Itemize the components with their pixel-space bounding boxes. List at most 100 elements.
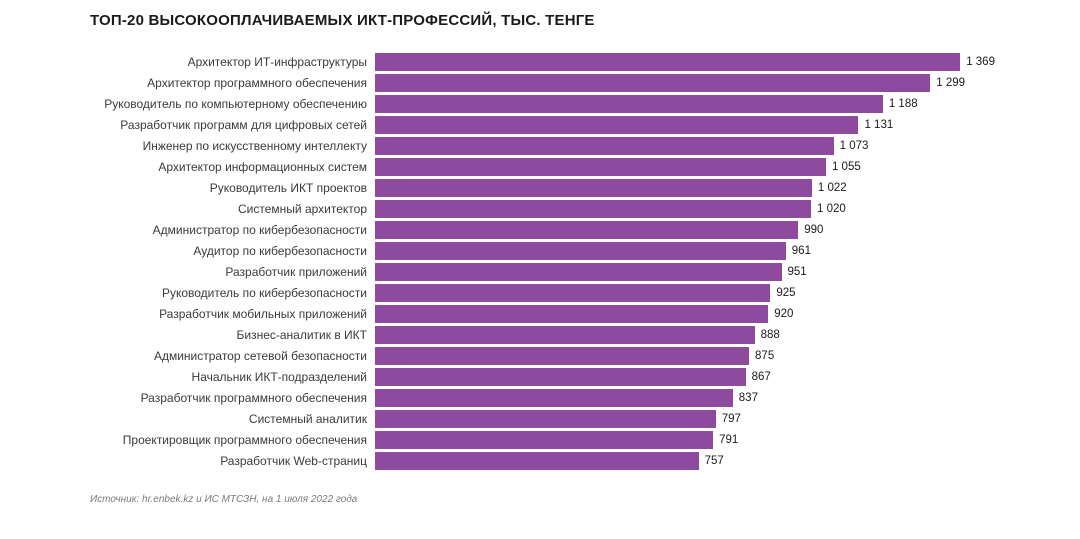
bar-rect bbox=[375, 284, 770, 302]
chart-container: ТОП-20 ВЫСОКООПЛАЧИВАЕМЫХ ИКТ-ПРОФЕССИЙ,… bbox=[0, 0, 1080, 515]
bar-rect bbox=[375, 305, 768, 323]
bar-label: Администратор сетевой безопасности bbox=[90, 349, 375, 363]
bar-row: Администратор по кибербезопасности 990 bbox=[90, 221, 1040, 239]
bar-label: Разработчик мобильных приложений bbox=[90, 307, 375, 321]
bar-value: 1 369 bbox=[960, 56, 995, 68]
bar-label: Системный архитектор bbox=[90, 202, 375, 216]
bar-plot: 797 bbox=[375, 410, 1040, 428]
bar-rect bbox=[375, 263, 782, 281]
bar-row: Разработчик мобильных приложений 920 bbox=[90, 305, 1040, 323]
bar-value: 797 bbox=[716, 413, 741, 425]
bar-label: Разработчик программного обеспечения bbox=[90, 391, 375, 405]
bar-value: 951 bbox=[782, 266, 807, 278]
bar-rect bbox=[375, 326, 755, 344]
bar-rect bbox=[375, 368, 746, 386]
bar-value: 888 bbox=[755, 329, 780, 341]
bar-value: 920 bbox=[768, 308, 793, 320]
bar-value: 837 bbox=[733, 392, 758, 404]
bar-plot: 1 055 bbox=[375, 158, 1040, 176]
bar-label: Проектировщик программного обеспечения bbox=[90, 433, 375, 447]
bar-label: Архитектор программного обеспечения bbox=[90, 76, 375, 90]
bar-rect bbox=[375, 410, 716, 428]
bar-row: Архитектор информационных систем 1 055 bbox=[90, 158, 1040, 176]
bar-row: Проектировщик программного обеспечения 79… bbox=[90, 431, 1040, 449]
bar-rect bbox=[375, 95, 883, 113]
bar-value: 1 073 bbox=[834, 140, 869, 152]
bar-label: Администратор по кибербезопасности bbox=[90, 223, 375, 237]
bar-plot: 867 bbox=[375, 368, 1040, 386]
bar-rect bbox=[375, 179, 812, 197]
bar-label: Начальник ИКТ-подразделений bbox=[90, 370, 375, 384]
bar-value: 961 bbox=[786, 245, 811, 257]
bar-rect bbox=[375, 74, 930, 92]
bar-rect bbox=[375, 158, 826, 176]
bar-plot: 837 bbox=[375, 389, 1040, 407]
bar-value: 1 055 bbox=[826, 161, 861, 173]
bar-plot: 757 bbox=[375, 452, 1040, 470]
bar-row: Аудитор по кибербезопасности 961 bbox=[90, 242, 1040, 260]
bar-label: Аудитор по кибербезопасности bbox=[90, 244, 375, 258]
bar-row: Начальник ИКТ-подразделений 867 bbox=[90, 368, 1040, 386]
bar-plot: 1 131 bbox=[375, 116, 1040, 134]
bar-label: Руководитель ИКТ проектов bbox=[90, 181, 375, 195]
bar-rect bbox=[375, 431, 713, 449]
bar-label: Разработчик Web-страниц bbox=[90, 454, 375, 468]
bar-value: 867 bbox=[746, 371, 771, 383]
bar-label: Архитектор информационных систем bbox=[90, 160, 375, 174]
bar-plot: 888 bbox=[375, 326, 1040, 344]
bar-label: Руководитель по кибербезопасности bbox=[90, 286, 375, 300]
bar-value: 1 022 bbox=[812, 182, 847, 194]
bar-rect bbox=[375, 53, 960, 71]
bar-value: 1 131 bbox=[858, 119, 893, 131]
bar-row: Разработчик программного обеспечения 837 bbox=[90, 389, 1040, 407]
bar-value: 875 bbox=[749, 350, 774, 362]
bar-plot: 990 bbox=[375, 221, 1040, 239]
bar-row: Разработчик программ для цифровых сетей 1… bbox=[90, 116, 1040, 134]
bar-rect bbox=[375, 200, 811, 218]
bar-value: 791 bbox=[713, 434, 738, 446]
bar-row: Руководитель ИКТ проектов 1 022 bbox=[90, 179, 1040, 197]
bar-rect bbox=[375, 116, 858, 134]
bar-plot: 920 bbox=[375, 305, 1040, 323]
bar-value: 1 299 bbox=[930, 77, 965, 89]
bar-label: Бизнес-аналитик в ИКТ bbox=[90, 328, 375, 342]
bar-label: Руководитель по компьютерному обеспечени… bbox=[90, 97, 375, 111]
bar-rect bbox=[375, 242, 786, 260]
bar-plot: 925 bbox=[375, 284, 1040, 302]
bar-row: Бизнес-аналитик в ИКТ 888 bbox=[90, 326, 1040, 344]
bar-rect bbox=[375, 137, 834, 155]
chart-source: Источник: hr.enbek.kz и ИС МТСЗН, на 1 и… bbox=[90, 494, 1040, 505]
bar-label: Инженер по искусственному интеллекту bbox=[90, 139, 375, 153]
bar-rect bbox=[375, 452, 699, 470]
bar-row: Администратор сетевой безопасности 875 bbox=[90, 347, 1040, 365]
bar-plot: 1 073 bbox=[375, 137, 1040, 155]
bar-plot: 951 bbox=[375, 263, 1040, 281]
bar-plot: 961 bbox=[375, 242, 1040, 260]
bar-row: Архитектор ИТ-инфраструктуры 1 369 bbox=[90, 53, 1040, 71]
bar-value: 1 020 bbox=[811, 203, 846, 215]
bar-row: Системный аналитик 797 bbox=[90, 410, 1040, 428]
chart-title: ТОП-20 ВЫСОКООПЛАЧИВАЕМЫХ ИКТ-ПРОФЕССИЙ,… bbox=[90, 12, 1040, 29]
bar-row: Системный архитектор 1 020 bbox=[90, 200, 1040, 218]
bar-plot: 875 bbox=[375, 347, 1040, 365]
bar-row: Инженер по искусственному интеллекту 1 07… bbox=[90, 137, 1040, 155]
bar-label: Разработчик приложений bbox=[90, 265, 375, 279]
bar-plot: 1 369 bbox=[375, 53, 1040, 71]
bar-value: 1 188 bbox=[883, 98, 918, 110]
bar-plot: 1 022 bbox=[375, 179, 1040, 197]
bar-label: Архитектор ИТ-инфраструктуры bbox=[90, 55, 375, 69]
bar-rect bbox=[375, 347, 749, 365]
bar-label: Системный аналитик bbox=[90, 412, 375, 426]
bar-value: 925 bbox=[770, 287, 795, 299]
bar-label: Разработчик программ для цифровых сетей bbox=[90, 118, 375, 132]
bar-row: Руководитель по кибербезопасности 925 bbox=[90, 284, 1040, 302]
bar-rect bbox=[375, 221, 798, 239]
bar-plot: 1 299 bbox=[375, 74, 1040, 92]
bar-value: 990 bbox=[798, 224, 823, 236]
bar-row: Руководитель по компьютерному обеспечени… bbox=[90, 95, 1040, 113]
bar-row: Архитектор программного обеспечения 1 299 bbox=[90, 74, 1040, 92]
bar-plot: 1 188 bbox=[375, 95, 1040, 113]
bar-plot: 1 020 bbox=[375, 200, 1040, 218]
bar-row: Разработчик приложений 951 bbox=[90, 263, 1040, 281]
bar-chart: Архитектор ИТ-инфраструктуры1 369Архитек… bbox=[90, 53, 1040, 470]
